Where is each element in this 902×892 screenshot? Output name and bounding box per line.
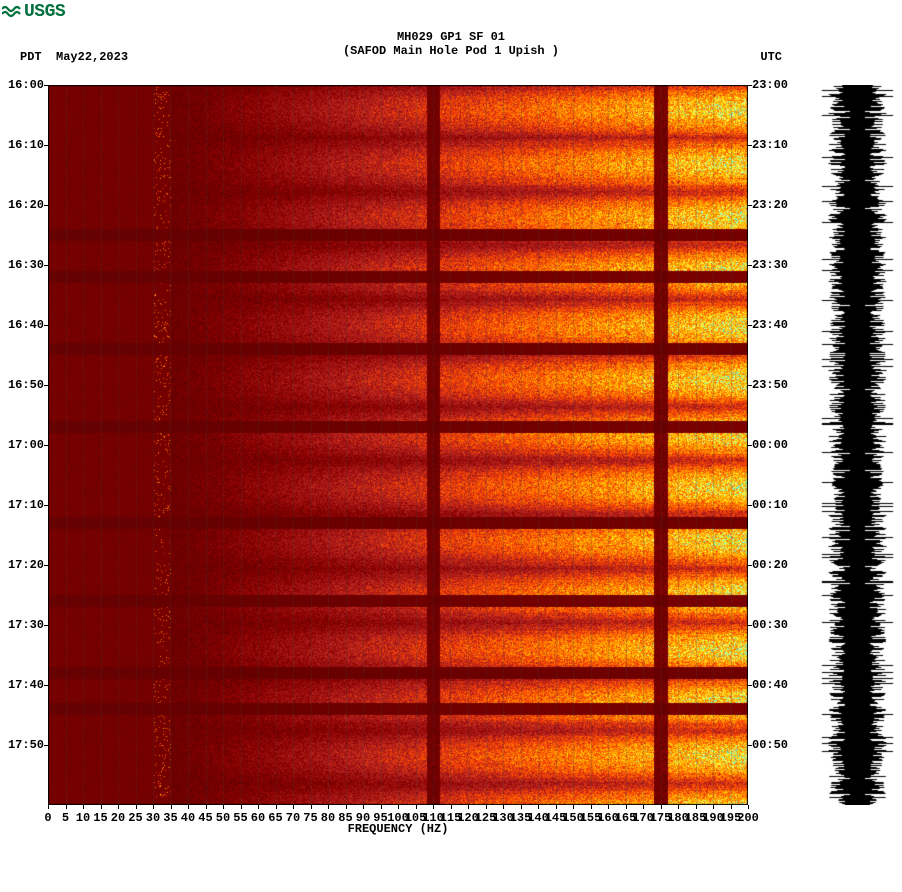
waveform-canvas: [820, 85, 895, 805]
left-timezone-date: PDT May22,2023: [20, 50, 128, 64]
ytick-right: 00:20: [752, 558, 788, 572]
spectrogram-plot: [48, 85, 748, 805]
y-axis-right-utc: 23:0023:1023:2023:3023:4023:5000:0000:10…: [750, 85, 810, 805]
waveform-panel: [820, 85, 895, 805]
title-line-1: MH029 GP1 SF 01: [0, 30, 902, 44]
ytick-left: 17:20: [8, 558, 44, 572]
ytick-right: 23:40: [752, 318, 788, 332]
ytick-right: 23:00: [752, 78, 788, 92]
ytick-left: 17:50: [8, 738, 44, 752]
ytick-right: 00:40: [752, 678, 788, 692]
ytick-right: 23:50: [752, 378, 788, 392]
right-timezone: UTC: [760, 50, 782, 64]
utc-label: UTC: [760, 50, 782, 64]
y-axis-left-pdt: 16:0016:1016:2016:3016:4016:5017:0017:10…: [0, 85, 46, 805]
ytick-right: 23:20: [752, 198, 788, 212]
pdt-label: PDT: [20, 50, 42, 64]
ytick-right: 00:50: [752, 738, 788, 752]
usgs-wave-icon: [2, 4, 22, 20]
date-label: May22,2023: [56, 50, 128, 64]
ytick-right: 00:10: [752, 498, 788, 512]
ytick-right: 23:10: [752, 138, 788, 152]
ytick-left: 17:30: [8, 618, 44, 632]
ytick-left: 16:50: [8, 378, 44, 392]
ytick-left: 17:00: [8, 438, 44, 452]
ytick-right: 00:30: [752, 618, 788, 632]
spectrogram-canvas: [48, 85, 748, 805]
usgs-logo: USGS: [2, 2, 65, 22]
ytick-left: 16:30: [8, 258, 44, 272]
ytick-left: 16:10: [8, 138, 44, 152]
ytick-left: 17:40: [8, 678, 44, 692]
ytick-left: 17:10: [8, 498, 44, 512]
ytick-left: 16:00: [8, 78, 44, 92]
usgs-logo-text: USGS: [24, 2, 65, 22]
ytick-right: 00:00: [752, 438, 788, 452]
ytick-left: 16:40: [8, 318, 44, 332]
x-axis-label: FREQUENCY (HZ): [48, 822, 748, 836]
ytick-right: 23:30: [752, 258, 788, 272]
ytick-left: 16:20: [8, 198, 44, 212]
